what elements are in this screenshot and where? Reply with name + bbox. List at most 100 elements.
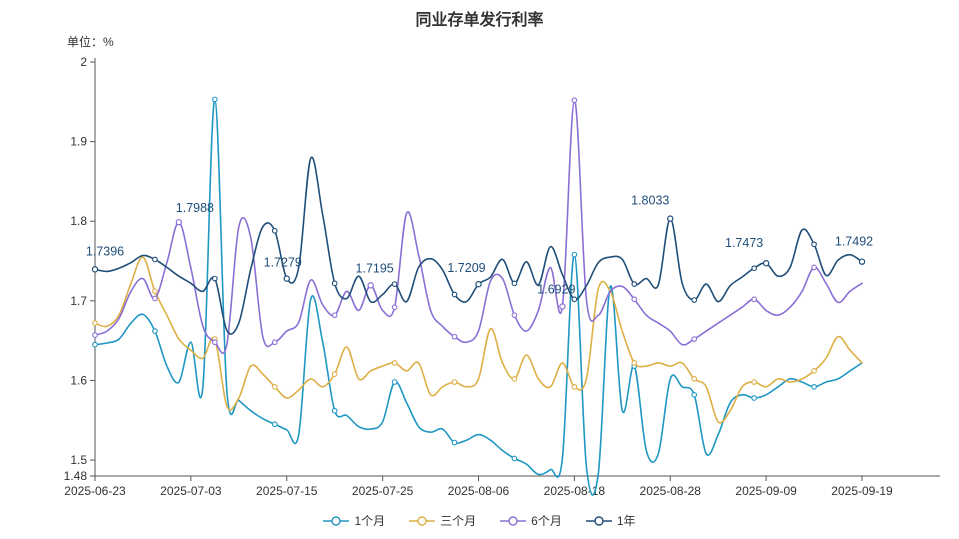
series-line-3m	[94, 256, 863, 424]
data-point-marker-6m	[92, 332, 98, 338]
legend-line-circle-symbol	[323, 515, 350, 526]
data-point-marker-6m	[451, 333, 458, 340]
annotated-point-marker	[858, 258, 866, 265]
data-point-marker-1m	[571, 251, 578, 258]
x-axis-label: 2025-09-09	[735, 484, 797, 498]
y-axis-label: 1.7	[70, 294, 87, 308]
data-point-marker-6m	[152, 295, 158, 302]
legend-label: 1年	[616, 514, 636, 528]
series-line-6m	[94, 99, 863, 354]
annotated-point-marker	[91, 266, 99, 273]
legend-item-1y[interactable]: 1年	[585, 512, 636, 529]
x-axis-label: 2025-09-19	[831, 484, 893, 498]
data-point-marker-6m	[211, 339, 218, 346]
data-point-marker-1m	[751, 395, 757, 401]
data-point-marker-3m	[271, 383, 278, 390]
data-point-marker-1m	[391, 379, 398, 385]
data-point-marker-1y	[451, 291, 458, 298]
series-line-1m	[94, 98, 863, 496]
data-point-marker-3m	[691, 376, 698, 382]
data-point-marker-1y	[811, 241, 817, 248]
data-point-marker-1y	[152, 256, 158, 263]
data-point-marker-1m	[92, 341, 98, 348]
data-label: 1.7473	[725, 236, 763, 250]
unit-label: 单位：%	[67, 35, 114, 49]
legend-line-circle-symbol	[500, 515, 527, 526]
data-point-marker-1m	[152, 328, 158, 334]
data-point-marker-6m	[331, 312, 338, 319]
y-axis-label: 1.5	[70, 453, 87, 467]
data-point-marker-6m	[691, 336, 698, 342]
x-axis-label: 2025-06-23	[64, 484, 126, 498]
data-label: 1.7492	[835, 235, 873, 249]
data-point-marker-1y	[211, 275, 218, 282]
x-axis-label: 2025-07-15	[256, 484, 318, 498]
data-point-marker-6m	[511, 312, 518, 319]
data-point-marker-3m	[631, 360, 638, 366]
data-point-marker-6m	[751, 296, 757, 303]
annotated-point-marker	[283, 275, 290, 282]
y-axis-label: 1.8	[70, 214, 87, 228]
data-label: 1.7209	[447, 261, 485, 275]
data-label: 1.7396	[86, 244, 124, 258]
data-point-marker-1m	[451, 439, 458, 446]
data-label: 1.7195	[356, 261, 394, 275]
data-point-marker-1m	[811, 383, 817, 390]
x-axis-label: 2025-07-03	[160, 484, 222, 498]
y-axis-label: 1.6	[70, 373, 87, 387]
data-point-marker-1m	[211, 96, 218, 103]
data-point-marker-1y	[571, 296, 578, 303]
data-point-marker-3m	[451, 379, 458, 385]
legend-label: 6个月	[531, 514, 562, 528]
data-point-marker-6m	[271, 339, 278, 346]
data-point-marker-1m	[511, 455, 518, 462]
data-point-marker-1y	[751, 265, 757, 272]
data-point-marker-1y	[691, 297, 698, 303]
chart-title: 同业存单发行利率	[415, 12, 544, 29]
data-point-marker-1m	[691, 391, 698, 398]
data-point-marker-3m	[391, 360, 398, 366]
data-point-marker-6m	[391, 304, 398, 311]
data-point-marker-1y	[331, 280, 338, 287]
data-point-marker-3m	[152, 288, 158, 295]
data-point-marker-1m	[331, 407, 338, 414]
annotated-point-marker	[667, 215, 674, 222]
data-point-marker-1y	[511, 280, 518, 287]
legend-line-circle-symbol	[585, 515, 612, 526]
legend-label: 1个月	[354, 514, 386, 528]
annotated-point-marker	[175, 218, 183, 226]
data-point-marker-3m	[811, 368, 817, 374]
x-axis-label: 2025-08-28	[640, 484, 702, 498]
data-point-marker-1y	[391, 281, 398, 287]
data-label: 1.6929	[537, 282, 575, 296]
legend-item-3m[interactable]: 三个月	[409, 512, 476, 529]
data-point-marker-6m	[571, 97, 578, 104]
data-point-marker-6m	[631, 296, 638, 303]
data-point-marker-3m	[511, 376, 518, 382]
data-point-marker-1y	[631, 281, 638, 287]
y-axis-label: 1.48	[64, 469, 88, 483]
annotated-point-marker	[475, 281, 482, 288]
data-point-marker-1m	[271, 421, 278, 428]
data-point-marker-1y	[271, 227, 278, 234]
y-axis-label: 1.9	[70, 135, 87, 149]
x-axis-label: 2025-07-25	[352, 484, 414, 498]
legend: 1个月 三个月 6个月 1年	[0, 512, 959, 529]
annotated-point-marker	[367, 282, 374, 289]
legend-line-circle-symbol	[409, 515, 436, 526]
data-point-marker-3m	[92, 320, 98, 326]
annotated-point-marker	[559, 303, 566, 310]
y-axis-label: 2	[80, 55, 87, 69]
legend-item-6m[interactable]: 6个月	[500, 512, 562, 529]
legend-item-1m[interactable]: 1个月	[323, 512, 385, 529]
x-axis-label: 2025-08-06	[448, 484, 510, 498]
data-label: 1.7988	[176, 201, 214, 215]
data-point-marker-3m	[331, 371, 338, 377]
data-point-marker-6m	[811, 264, 817, 271]
data-point-marker-3m	[571, 383, 578, 390]
data-label: 1.7279	[264, 256, 302, 270]
data-label: 1.8033	[631, 194, 669, 208]
annotated-point-marker	[762, 259, 770, 267]
